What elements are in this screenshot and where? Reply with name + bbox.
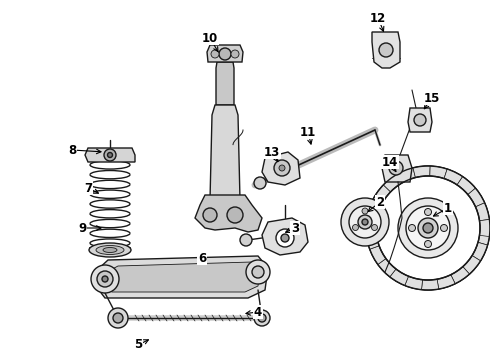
Ellipse shape (96, 246, 124, 255)
Circle shape (258, 314, 266, 322)
Circle shape (108, 308, 128, 328)
Polygon shape (103, 262, 260, 292)
Text: 6: 6 (198, 252, 206, 265)
Polygon shape (472, 242, 488, 261)
Circle shape (341, 198, 389, 246)
Polygon shape (207, 45, 243, 62)
Circle shape (252, 266, 264, 278)
Circle shape (97, 271, 113, 287)
Polygon shape (430, 166, 447, 179)
Polygon shape (262, 152, 300, 185)
Polygon shape (366, 231, 379, 249)
Polygon shape (451, 267, 469, 284)
Polygon shape (216, 62, 234, 105)
Polygon shape (370, 246, 386, 265)
Circle shape (211, 50, 219, 58)
Text: 9: 9 (78, 221, 86, 234)
Polygon shape (463, 256, 481, 274)
Circle shape (246, 260, 270, 284)
Circle shape (274, 160, 290, 176)
Polygon shape (475, 203, 490, 221)
Circle shape (254, 177, 266, 189)
Circle shape (441, 225, 447, 231)
Text: 1: 1 (444, 202, 452, 215)
Polygon shape (382, 155, 412, 182)
Text: 3: 3 (291, 221, 299, 234)
Circle shape (203, 208, 217, 222)
Text: 2: 2 (376, 195, 384, 208)
Circle shape (279, 165, 285, 171)
Circle shape (424, 240, 432, 248)
Circle shape (424, 208, 432, 216)
Circle shape (104, 149, 116, 161)
Ellipse shape (89, 243, 131, 257)
Polygon shape (390, 269, 409, 285)
Circle shape (398, 198, 458, 258)
Circle shape (219, 48, 231, 60)
Polygon shape (262, 218, 308, 255)
Circle shape (414, 114, 426, 126)
Text: 13: 13 (264, 145, 280, 158)
Text: 4: 4 (254, 306, 262, 319)
Polygon shape (468, 188, 485, 207)
Circle shape (91, 265, 119, 293)
Text: 8: 8 (68, 144, 76, 157)
Circle shape (409, 225, 416, 231)
Polygon shape (478, 228, 490, 245)
Circle shape (113, 313, 123, 323)
Circle shape (376, 176, 480, 280)
Circle shape (349, 206, 381, 238)
Circle shape (423, 223, 433, 233)
Polygon shape (378, 258, 396, 277)
Polygon shape (457, 177, 475, 194)
Polygon shape (405, 276, 422, 290)
Circle shape (389, 161, 403, 175)
Polygon shape (408, 108, 432, 132)
Polygon shape (437, 275, 455, 289)
Polygon shape (444, 169, 463, 185)
Circle shape (366, 166, 490, 290)
Text: 12: 12 (370, 12, 386, 24)
Circle shape (418, 218, 438, 238)
Polygon shape (372, 32, 400, 68)
Circle shape (379, 43, 393, 57)
Circle shape (352, 225, 359, 230)
Text: 7: 7 (84, 181, 92, 194)
Polygon shape (366, 215, 377, 232)
Polygon shape (383, 174, 402, 192)
Circle shape (406, 206, 450, 250)
Polygon shape (210, 105, 240, 205)
Polygon shape (421, 279, 439, 290)
Circle shape (240, 234, 252, 246)
Text: 10: 10 (202, 32, 218, 45)
Circle shape (102, 276, 108, 282)
Circle shape (358, 215, 372, 229)
Circle shape (254, 310, 270, 326)
Polygon shape (397, 168, 416, 183)
Text: 11: 11 (300, 126, 316, 139)
Polygon shape (373, 185, 391, 204)
Circle shape (371, 225, 377, 230)
Text: 14: 14 (382, 156, 398, 168)
Text: 5: 5 (134, 338, 142, 351)
Polygon shape (480, 219, 490, 237)
Circle shape (362, 219, 368, 225)
Text: 15: 15 (424, 91, 440, 104)
Polygon shape (95, 256, 268, 298)
Polygon shape (195, 195, 262, 232)
Polygon shape (85, 148, 135, 162)
Circle shape (107, 153, 113, 158)
Circle shape (231, 50, 239, 58)
Polygon shape (413, 166, 430, 177)
Circle shape (362, 208, 368, 214)
Ellipse shape (103, 248, 117, 252)
Circle shape (276, 229, 294, 247)
Circle shape (227, 207, 243, 223)
Polygon shape (368, 199, 382, 217)
Circle shape (281, 234, 289, 242)
